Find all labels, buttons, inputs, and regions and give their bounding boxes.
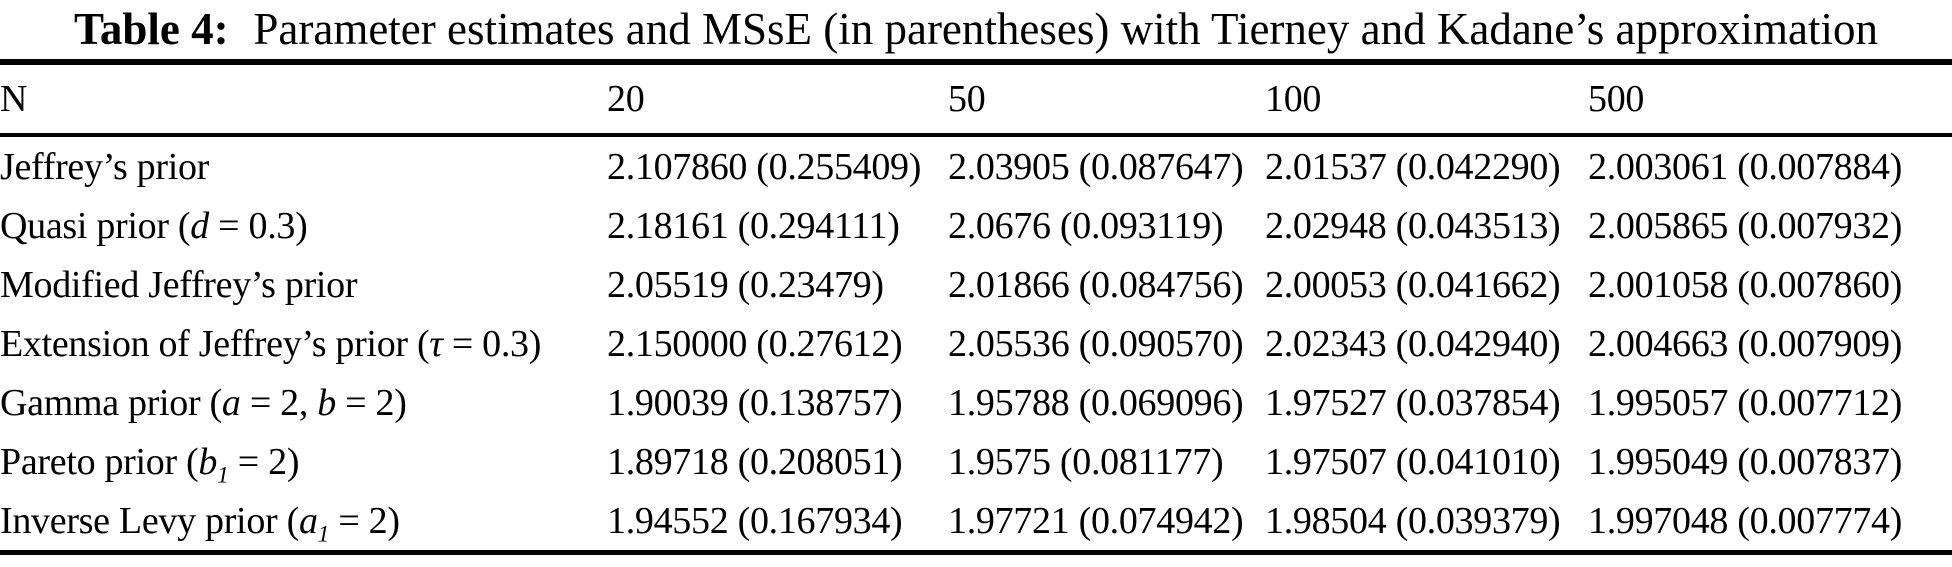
row-label: Quasi prior (d = 0.3): [0, 196, 607, 255]
row-label-segment: τ: [429, 322, 443, 365]
table-cell: 2.02343 (0.042940): [1265, 322, 1561, 365]
row-label-segment: a: [298, 499, 318, 542]
table-cell: 2.107860 (0.255409): [607, 145, 922, 188]
row-label-segment: = 0.3): [442, 322, 542, 365]
row-label: Inverse Levy prior (a1 = 2): [0, 491, 607, 553]
table-caption-text: Parameter estimates and MSsE (in parenth…: [253, 4, 1878, 54]
row-label-segment: Pareto prior (: [0, 440, 199, 483]
header-row: N 20 50 100 500: [0, 62, 1952, 137]
table-cell: 1.98504 (0.039379): [1265, 499, 1561, 542]
table-cell: 1.997048 (0.007774): [1588, 499, 1903, 542]
column-header-100: 100: [1265, 62, 1588, 137]
row-label-segment: d: [190, 204, 209, 247]
row-label: Modified Jeffrey’s prior: [0, 255, 607, 314]
table-row: Jeffrey’s prior 2.107860 (0.255409) 2.0390…: [0, 135, 1952, 196]
row-label-segment: b: [317, 381, 336, 424]
table-cell: 1.97721 (0.074942): [948, 499, 1244, 542]
row-label-segment: Jeffrey’s prior: [0, 145, 210, 188]
table-cell: 1.995057 (0.007712): [1588, 381, 1903, 424]
row-label-segment: = 0.3): [208, 204, 308, 247]
table-cell: 2.004663 (0.007909): [1588, 322, 1903, 365]
table-row: Extension of Jeffrey’s prior (τ = 0.3) 2.…: [0, 314, 1952, 373]
paper-table-figure: Table 4: Parameter estimates and MSsE (in…: [0, 0, 1952, 555]
table-body: Jeffrey’s prior 2.107860 (0.255409) 2.0390…: [0, 135, 1952, 553]
table-row: Pareto prior (b1 = 2) 1.89718 (0.208051) 1…: [0, 432, 1952, 491]
parameter-estimates-table: N 20 50 100 500 Jeffrey’s prior 2.107860 (0.2…: [0, 59, 1952, 555]
table-cell: 1.995049 (0.007837): [1588, 440, 1903, 483]
row-label-segment: Extension of Jeffrey’s prior (: [0, 322, 430, 365]
column-header-n: N: [0, 62, 607, 137]
row-label-segment: Modified Jeffrey’s prior: [0, 263, 358, 306]
column-header-20: 20: [607, 62, 948, 137]
row-label: Extension of Jeffrey’s prior (τ = 0.3): [0, 314, 607, 373]
table-cell: 2.05519 (0.23479): [607, 263, 884, 306]
table-cell: 2.00053 (0.041662): [1265, 263, 1561, 306]
row-label-segment: 1: [217, 462, 229, 489]
table-row: Gamma prior (a = 2, b = 2) 1.90039 (0.138…: [0, 373, 1952, 432]
table-cell: 2.02948 (0.043513): [1265, 204, 1561, 247]
table-row: Inverse Levy prior (a1 = 2) 1.94552 (0.16…: [0, 491, 1952, 553]
row-label: Pareto prior (b1 = 2): [0, 432, 607, 491]
table-cell: 2.001058 (0.007860): [1588, 263, 1903, 306]
column-header-500: 500: [1588, 62, 1952, 137]
row-label-segment: = 2,: [240, 381, 318, 424]
row-label: Jeffrey’s prior: [0, 135, 607, 196]
table-cell: 2.05536 (0.090570): [948, 322, 1244, 365]
table-cell: 2.18161 (0.294111): [607, 204, 900, 247]
table-cell: 2.005865 (0.007932): [1588, 204, 1903, 247]
table-cell: 1.97507 (0.041010): [1265, 440, 1561, 483]
table-row: Quasi prior (d = 0.3) 2.18161 (0.294111) 2…: [0, 196, 1952, 255]
row-label: Gamma prior (a = 2, b = 2): [0, 373, 607, 432]
table-caption: Table 4: Parameter estimates and MSsE (in…: [0, 0, 1952, 59]
row-label-segment: Inverse Levy prior (: [0, 499, 299, 542]
table-cell: 2.150000 (0.27612): [607, 322, 903, 365]
table-cell: 2.03905 (0.087647): [948, 145, 1244, 188]
table-cell: 1.89718 (0.208051): [607, 440, 903, 483]
row-label-segment: = 2): [335, 381, 407, 424]
table-cell: 1.94552 (0.167934): [607, 499, 903, 542]
table-cell: 1.9575 (0.081177): [948, 440, 1224, 483]
column-header-50: 50: [948, 62, 1265, 137]
row-label-segment: = 2): [329, 499, 400, 542]
row-label-segment: Quasi prior (: [0, 204, 191, 247]
table-cell: 2.003061 (0.007884): [1588, 145, 1903, 188]
table-cell: 2.01866 (0.084756): [948, 263, 1244, 306]
table-cell: 1.97527 (0.037854): [1265, 381, 1561, 424]
table-head: N 20 50 100 500: [0, 62, 1952, 137]
row-label-segment: a: [221, 381, 241, 424]
table-caption-label: Table 4:: [74, 4, 229, 54]
table-cell: 1.95788 (0.069096): [948, 381, 1244, 424]
row-label-segment: b: [198, 440, 218, 483]
table-row: Modified Jeffrey’s prior 2.05519 (0.23479…: [0, 255, 1952, 314]
row-label-segment: 1: [317, 521, 330, 548]
row-label-segment: = 2): [228, 440, 300, 483]
table-cell: 2.01537 (0.042290): [1265, 145, 1561, 188]
table-cell: 1.90039 (0.138757): [607, 381, 903, 424]
row-label-segment: Gamma prior (: [0, 381, 222, 424]
table-cell: 2.0676 (0.093119): [948, 204, 1224, 247]
